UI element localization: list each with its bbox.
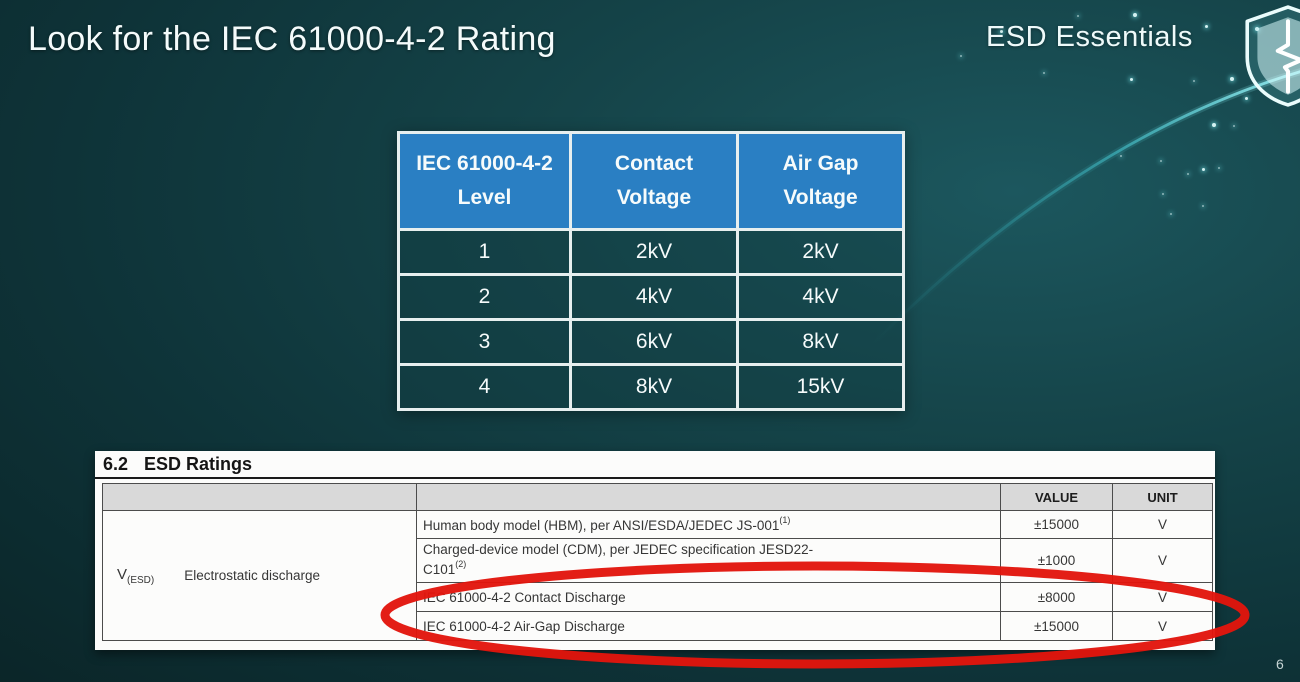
star-dot (1233, 125, 1235, 127)
star-dot (1187, 173, 1189, 175)
star-dot (1202, 168, 1205, 171)
star-dot (1130, 78, 1133, 81)
section-title: ESD Ratings (144, 454, 253, 474)
star-dot (1193, 80, 1195, 82)
star-dot (1205, 25, 1208, 28)
rating-row: 3 6kV 8kV (397, 318, 905, 366)
rating-cell: 4kV (569, 273, 739, 321)
page-title: Look for the IEC 61000-4-2 Rating (28, 20, 556, 58)
star-dot (1245, 97, 1248, 100)
value-header-cell: VALUE (1000, 483, 1113, 511)
star-dot (960, 55, 962, 57)
rating-cell: 2kV (736, 228, 905, 276)
value-cell: ±15000 (1000, 510, 1113, 539)
rating-cell: 2kV (569, 228, 739, 276)
desc-cell: Charged-device model (CDM), per JEDEC sp… (416, 538, 1001, 583)
star-dot (1160, 160, 1162, 162)
rating-row: 1 2kV 2kV (397, 228, 905, 276)
shield-pulse-icon (1245, 5, 1300, 107)
desc-cell: IEC 61000-4-2 Air-Gap Discharge (416, 611, 1001, 641)
desc-cell: IEC 61000-4-2 Contact Discharge (416, 582, 1001, 612)
rating-table: IEC 61000-4-2 Level Contact Voltage Air … (397, 131, 905, 411)
value-cell: ±8000 (1000, 582, 1113, 612)
unit-cell: V (1112, 582, 1213, 612)
section-number: 6.2 (103, 454, 129, 474)
value-cell: ±15000 (1000, 611, 1113, 641)
unit-header-cell: UNIT (1112, 483, 1213, 511)
star-dot (1043, 72, 1045, 74)
rating-cell: 1 (397, 228, 572, 276)
ds-header-blank (102, 483, 417, 511)
header-cell-level: IEC 61000-4-2 Level (397, 131, 572, 231)
esd-ratings-table: VALUE UNIT V(ESD) Electrostatic discharg… (102, 483, 1213, 641)
ds-row: V(ESD) Electrostatic discharge Human bod… (102, 510, 1213, 641)
footnote-ref: (2) (455, 559, 467, 569)
star-dot (1230, 77, 1234, 81)
star-dot (1077, 15, 1079, 17)
header-cell-airgap: Air Gap Voltage (736, 131, 905, 231)
brand-title: ESD Essentials (986, 21, 1193, 53)
symbol-vesd: V(ESD) (117, 565, 155, 586)
ds-header-row: VALUE UNIT (102, 483, 1213, 511)
star-dot (1170, 213, 1172, 215)
rating-table-header-row: IEC 61000-4-2 Level Contact Voltage Air … (397, 131, 905, 231)
unit-cell: V (1112, 611, 1213, 641)
star-dot (1218, 167, 1220, 169)
star-dot (1000, 30, 1003, 33)
symbol-cell: V(ESD) Electrostatic discharge (102, 510, 417, 641)
footnote-ref: (1) (779, 514, 791, 525)
value-cell: ±1000 (1000, 538, 1113, 583)
datasheet-panel: 6.2 ESD Ratings VALUE UNIT V(ESD) Electr… (95, 451, 1215, 650)
desc-cell: Human body model (HBM), per ANSI/ESDA/JE… (416, 510, 1001, 539)
star-dot (1120, 155, 1122, 157)
ds-header-blank (416, 483, 1001, 511)
rating-cell: 8kV (569, 363, 739, 411)
rating-cell: 4kV (736, 273, 905, 321)
star-dot (1133, 13, 1137, 17)
rating-cell: 3 (397, 318, 572, 366)
unit-cell: V (1112, 538, 1213, 583)
rating-cell: 8kV (736, 318, 905, 366)
page-number: 6 (1276, 656, 1284, 672)
star-dot (1212, 123, 1216, 127)
section-heading: 6.2 ESD Ratings (95, 451, 1215, 479)
rating-cell: 4 (397, 363, 572, 411)
unit-cell: V (1112, 510, 1213, 539)
rating-cell: 2 (397, 273, 572, 321)
star-dot (1255, 27, 1259, 31)
rating-cell: 6kV (569, 318, 739, 366)
rating-row: 4 8kV 15kV (397, 363, 905, 411)
rating-cell: 15kV (736, 363, 905, 411)
rating-row: 2 4kV 4kV (397, 273, 905, 321)
star-dot (1162, 193, 1164, 195)
parameter-label: Electrostatic discharge (184, 568, 321, 583)
header-cell-contact: Contact Voltage (569, 131, 739, 231)
star-dot (1202, 205, 1204, 207)
